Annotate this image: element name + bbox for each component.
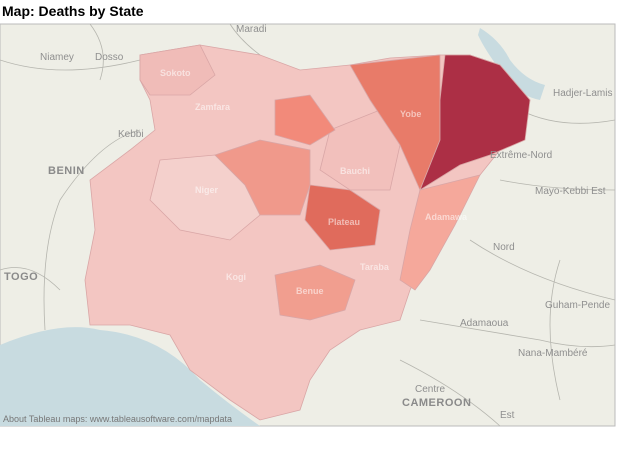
state-label: Bauchi [340,166,370,176]
attribution[interactable]: About Tableau maps: www.tableausoftware.… [3,414,232,424]
place-label: Dosso [95,52,124,63]
state-label: Zamfara [195,102,231,112]
place-label: Guham-Pende [545,300,610,311]
place-label: CAMEROON [402,397,471,409]
state-region [139,44,216,96]
lake-chad [478,28,545,100]
place-label: BENIN [48,165,85,177]
place-label: Maradi [236,24,267,35]
state-label: Taraba [360,262,390,272]
place-labels: Niamey Dosso Maradi Kebbi BENIN TOGO Had… [4,24,612,421]
title: Map: Deaths by State [2,3,144,19]
place-label: Nord [493,242,515,253]
admin-borders [0,23,616,427]
place-label: Extrême-Nord [490,150,552,161]
state-region [214,139,311,216]
place-label: Adamaoua [460,318,509,329]
state-label: Kogi [226,272,246,282]
place-label: Kebbi [118,129,144,140]
state-label: Sokoto [160,68,191,78]
place-label: Centre [415,384,445,395]
gulf-water [0,327,260,426]
place-label: Est [500,410,515,421]
state-label: Adamawa [425,212,468,222]
state-region [304,184,381,251]
place-label: Mayo-Kebbi Est [535,186,606,197]
place-label: TOGO [4,271,38,283]
state-region [399,174,481,291]
place-label: Nana-Mambéré [518,348,588,359]
state-region [419,54,531,191]
state-label: Niger [195,185,219,195]
state-label: Yobe [400,109,421,119]
place-label: Niamey [40,52,74,63]
state-label: Benue [296,286,324,296]
state-region [274,264,356,321]
state-label: Plateau [328,217,360,227]
state-region [274,94,336,146]
place-label: Hadjer-Lamis [553,88,612,99]
state-labels: Sokoto Zamfara Yobe Bauchi Niger Plateau… [160,68,468,296]
